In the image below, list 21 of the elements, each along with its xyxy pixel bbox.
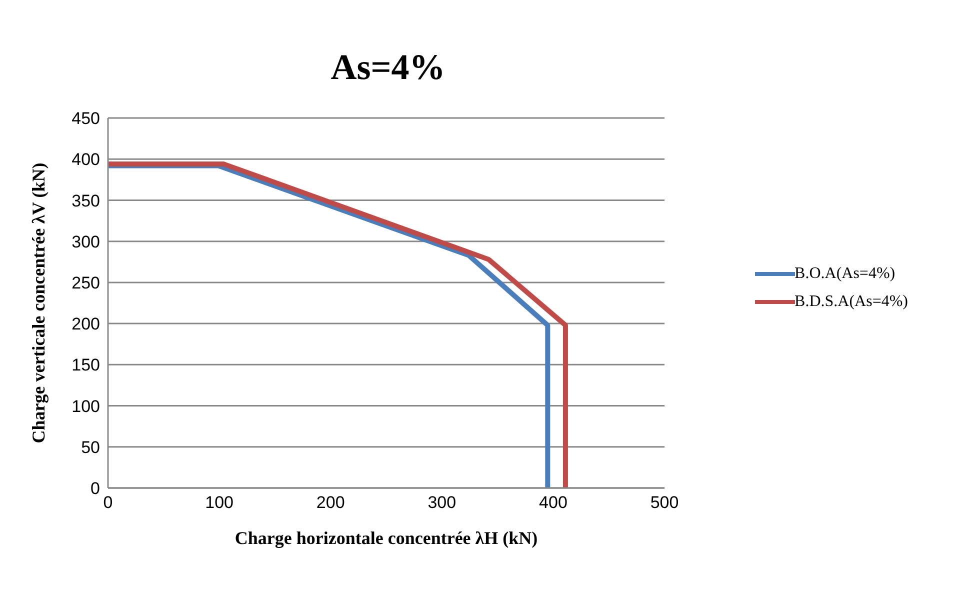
y-tick-label: 350 bbox=[72, 191, 100, 210]
y-tick-label: 50 bbox=[81, 438, 100, 457]
x-tick-label: 300 bbox=[428, 493, 456, 512]
legend-label: B.D.S.A(As=4%) bbox=[794, 293, 908, 311]
y-axis-title: Charge verticale concentrée λV (kN) bbox=[28, 162, 48, 444]
legend-label: B.O.A(As=4%) bbox=[794, 265, 896, 283]
x-tick-label: 100 bbox=[205, 493, 234, 512]
x-tick-label: 0 bbox=[103, 493, 113, 512]
y-tick-label: 200 bbox=[72, 314, 100, 334]
y-tick-label: 0 bbox=[90, 479, 100, 498]
x-axis-title: Charge horizontale concentrée λH (kN) bbox=[234, 528, 538, 548]
x-tick-label: 200 bbox=[316, 493, 345, 512]
y-tick-label: 100 bbox=[72, 396, 100, 416]
chart-title: As=4% bbox=[330, 46, 446, 88]
y-tick-label: 250 bbox=[72, 273, 100, 292]
x-tick-label: 400 bbox=[539, 493, 568, 512]
x-tick-label: 500 bbox=[650, 493, 679, 512]
y-tick-label: 300 bbox=[72, 232, 100, 252]
y-tick-label: 400 bbox=[72, 150, 100, 170]
y-tick-label: 150 bbox=[72, 356, 100, 375]
y-tick-label: 450 bbox=[72, 109, 100, 128]
